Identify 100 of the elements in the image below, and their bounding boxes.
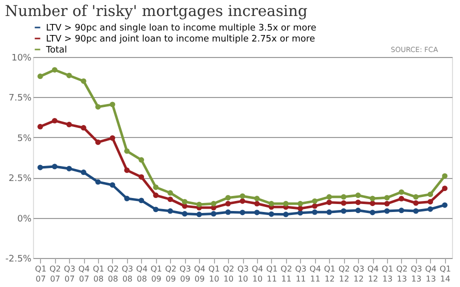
point [138,174,144,180]
x-tick-label: Q2 12 [338,264,350,284]
point [66,166,72,172]
point [225,209,231,215]
point [124,196,130,202]
point [413,194,419,200]
point [428,198,434,204]
x-tick-label: Q2 07 [49,264,61,284]
point [355,208,361,214]
x-tick-label: Q1 11 [266,264,278,284]
point [312,203,318,209]
point [37,74,43,80]
point [225,194,231,200]
x-tick-label: Q4 07 [78,264,90,284]
x-tick-label: Q3 08 [122,264,134,284]
x-tick-label: Q1 08 [92,264,104,284]
point [95,179,101,185]
x-tick-label: Q1 13 [382,264,394,284]
point [168,196,173,202]
point [66,72,72,78]
point [355,200,361,206]
point [153,192,159,198]
point [355,192,361,198]
point [283,200,289,206]
point [428,206,434,212]
point [326,194,332,200]
x-tick-label: Q3 09 [180,264,191,284]
point [37,164,43,170]
point [428,192,434,198]
point [398,189,404,195]
point [370,196,376,202]
point [340,194,346,200]
y-tick-label: -2.5% [5,254,32,264]
point [326,209,332,215]
point [153,184,159,190]
x-tick-label: Q4 12 [367,264,379,284]
point [298,200,304,206]
point [210,211,216,217]
point [240,210,246,216]
point [370,210,376,216]
point [52,164,58,170]
x-tick-label: Q2 13 [396,264,408,284]
point [110,182,116,188]
point [442,202,448,208]
point [413,208,419,214]
x-tick-label: Q4 08 [136,264,148,284]
point [138,198,144,204]
point [442,173,448,179]
point [95,139,101,145]
point [196,212,202,218]
x-tick-label: Q3 13 [410,264,422,284]
x-tick-label: Q1 14 [440,264,451,284]
x-tick-label: Q2 09 [165,264,176,284]
point [398,196,404,202]
point [240,198,246,204]
point [370,200,376,206]
series-label: Total [45,46,68,56]
point [384,208,390,214]
x-tick-label: Q3 10 [237,264,249,284]
point [168,208,173,214]
point [37,124,43,130]
point [168,190,173,196]
legend-label: LTV > 90pc and single loan to income multiple 3.5x or more [46,24,317,34]
point [384,194,390,200]
point [110,135,116,141]
point [124,148,130,154]
x-tick-label: Q3 07 [64,264,76,284]
point [80,170,86,176]
point [283,212,289,218]
point [413,200,419,206]
point [326,200,332,206]
point [254,210,260,216]
point [153,206,159,212]
x-tick-label: Q2 11 [280,264,292,284]
point [110,102,116,108]
y-tick-label: 0% [17,214,32,224]
point [52,67,58,73]
point [80,125,86,130]
point [124,167,130,173]
point [340,200,346,206]
x-tick-label: Q2 10 [222,264,234,284]
legend-label: LTV > 90pc and joint loan to income multiple 2.75x or more [46,34,316,44]
point [268,200,274,206]
point [66,122,72,128]
point [138,157,144,163]
y-tick-label: 5% [17,134,32,144]
point [298,206,304,212]
x-tick-label: Q3 12 [352,264,364,284]
point [298,210,304,216]
point [52,118,58,124]
x-tick-label: Q2 08 [107,264,119,284]
x-tick-label: Q4 10 [252,264,264,284]
point [442,186,448,192]
x-tick-label: Q1 10 [208,264,220,284]
point [312,198,318,204]
point [80,78,86,84]
x-tick-label: Q1 12 [324,264,336,284]
point [196,202,202,208]
point [398,208,404,214]
point [182,198,188,204]
